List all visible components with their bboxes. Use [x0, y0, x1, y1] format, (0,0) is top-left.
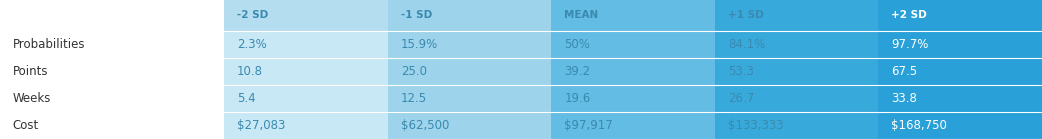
- Bar: [551, 58, 715, 85]
- Text: $97,917: $97,917: [565, 119, 613, 132]
- Text: Weeks: Weeks: [13, 92, 51, 105]
- Bar: [388, 112, 551, 139]
- Text: -2 SD: -2 SD: [238, 10, 269, 20]
- Text: $27,083: $27,083: [238, 119, 286, 132]
- Bar: [715, 85, 878, 112]
- Bar: [715, 0, 878, 31]
- Text: +2 SD: +2 SD: [892, 10, 927, 20]
- Bar: [388, 31, 551, 58]
- Bar: [878, 58, 1042, 85]
- Text: $168,750: $168,750: [892, 119, 947, 132]
- Bar: [224, 0, 388, 31]
- Text: 39.2: 39.2: [565, 65, 591, 78]
- Bar: [0, 0, 224, 31]
- Text: 2.3%: 2.3%: [238, 38, 267, 51]
- Text: 25.0: 25.0: [401, 65, 427, 78]
- Text: 15.9%: 15.9%: [401, 38, 438, 51]
- Bar: [878, 0, 1042, 31]
- Text: $62,500: $62,500: [401, 119, 449, 132]
- Text: 33.8: 33.8: [892, 92, 917, 105]
- Bar: [388, 0, 551, 31]
- Bar: [715, 58, 878, 85]
- Bar: [224, 112, 388, 139]
- Text: -1 SD: -1 SD: [401, 10, 432, 20]
- Bar: [715, 31, 878, 58]
- Bar: [878, 85, 1042, 112]
- Text: 5.4: 5.4: [238, 92, 255, 105]
- Text: 10.8: 10.8: [238, 65, 264, 78]
- Text: Points: Points: [13, 65, 48, 78]
- Text: MEAN: MEAN: [565, 10, 598, 20]
- Bar: [878, 112, 1042, 139]
- Bar: [715, 112, 878, 139]
- Text: +1 SD: +1 SD: [728, 10, 764, 20]
- Text: Probabilities: Probabilities: [13, 38, 85, 51]
- Text: 50%: 50%: [565, 38, 590, 51]
- Bar: [551, 112, 715, 139]
- Bar: [224, 58, 388, 85]
- Bar: [551, 85, 715, 112]
- Bar: [0, 85, 224, 112]
- Bar: [878, 31, 1042, 58]
- Bar: [0, 112, 224, 139]
- Text: $133,333: $133,333: [728, 119, 784, 132]
- Text: 97.7%: 97.7%: [892, 38, 928, 51]
- Text: 53.3: 53.3: [728, 65, 753, 78]
- Text: 26.7: 26.7: [728, 92, 754, 105]
- Text: 67.5: 67.5: [892, 65, 918, 78]
- Bar: [224, 85, 388, 112]
- Bar: [0, 31, 224, 58]
- Bar: [388, 58, 551, 85]
- Bar: [0, 58, 224, 85]
- Text: 84.1%: 84.1%: [728, 38, 765, 51]
- Bar: [388, 85, 551, 112]
- Text: 12.5: 12.5: [401, 92, 427, 105]
- Bar: [224, 31, 388, 58]
- Bar: [551, 0, 715, 31]
- Bar: [551, 31, 715, 58]
- Text: Cost: Cost: [13, 119, 39, 132]
- Text: 19.6: 19.6: [565, 92, 591, 105]
